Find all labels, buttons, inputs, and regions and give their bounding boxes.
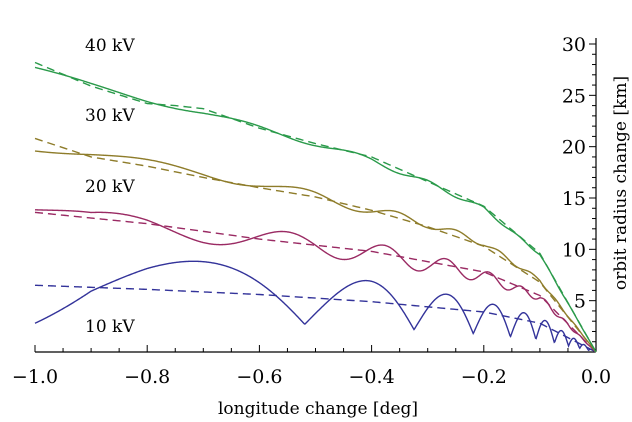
- series-dashed-line: [34, 61, 597, 353]
- series-20-kv: [34, 209, 597, 353]
- series-dashed-line: [34, 137, 597, 353]
- series-solid-line: [34, 260, 597, 353]
- y-tick-label: 15: [562, 188, 586, 210]
- series-layer: [34, 61, 597, 353]
- x-tick-label: −1.0: [12, 366, 58, 388]
- series-30-kv: [34, 137, 597, 353]
- series-solid-line: [34, 150, 597, 353]
- x-tick-label: −0.4: [349, 366, 395, 388]
- x-tick-label: 0.0: [581, 366, 611, 388]
- x-tick-label: −0.8: [124, 366, 170, 388]
- y-tick-label: 10: [562, 239, 586, 261]
- x-tick-label: −0.2: [461, 366, 507, 388]
- series-label: 30 kV: [85, 106, 135, 126]
- series-label: 20 kV: [85, 177, 135, 197]
- x-axis-title: longitude change [deg]: [218, 399, 418, 419]
- axes: −1.0 −0.8 −0.6 −0.4 −0.2 0.0 5 10 15 20 25 30: [12, 34, 611, 388]
- series-40-kv: [34, 61, 597, 353]
- labels-layer: 10 kV 20 kV 30 kV 40 kV: [85, 36, 135, 337]
- y-tick-label: 25: [562, 85, 586, 107]
- series-solid-line: [34, 66, 597, 353]
- y-tick-label: 20: [562, 137, 586, 159]
- series-label: 40 kV: [85, 36, 135, 56]
- series-solid-line: [34, 209, 597, 353]
- y-tick-label: 30: [562, 34, 586, 56]
- y-tick-label: 5: [574, 291, 586, 313]
- series-dashed-line: [34, 284, 597, 353]
- series-label: 10 kV: [85, 317, 135, 337]
- y-axis-title: orbit radius change [km]: [611, 76, 631, 290]
- series-dashed-line: [34, 211, 597, 353]
- series-10-kv: [34, 260, 597, 353]
- x-tick-label: −0.6: [236, 366, 282, 388]
